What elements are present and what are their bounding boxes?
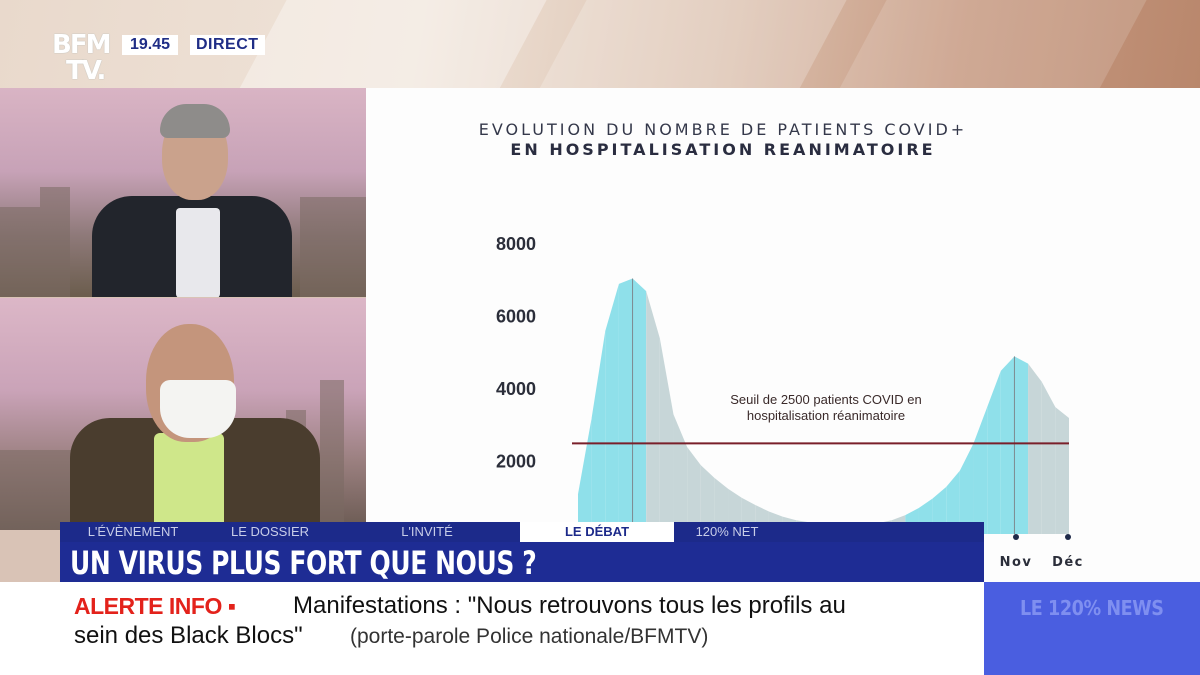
x-tick-label: Nov (1000, 555, 1033, 570)
ticker-text-line2: sein des Black Blocs" (74, 622, 303, 649)
chart-panel: 2000 4000 6000 8000 Seuil de 2500 patients … (366, 88, 1200, 582)
area-segment (1055, 407, 1069, 534)
skyline (320, 380, 344, 530)
guest-shirt (154, 433, 224, 530)
tab-invite: L'INVITÉ (401, 524, 453, 539)
tab-debat: LE DÉBAT (520, 522, 674, 542)
x-tick-label: Déc (1052, 555, 1084, 570)
area-segment (1041, 381, 1056, 534)
program-tabs: L'ÉVÈNEMENT LE DOSSIER L'INVITÉ LE DÉBAT… (60, 522, 984, 542)
clock: 19.45 (122, 35, 179, 55)
alert-label-text: ALERTE INFO (74, 593, 222, 619)
skyline (300, 197, 366, 297)
area-segment (959, 443, 974, 534)
area-segment (987, 370, 1001, 534)
threshold-label-line2: hospitalisation réanimatoire (747, 408, 905, 423)
x-tick-dot (1013, 534, 1019, 540)
y-tick-label: 2000 (496, 452, 536, 472)
y-tick-label: 8000 (496, 234, 536, 254)
skyline (40, 187, 70, 297)
x-tick-dot (1065, 534, 1071, 540)
x-axis-labels: Nov Déc (1000, 534, 1084, 570)
y-tick-label: 4000 (496, 379, 536, 399)
skyline (0, 450, 80, 530)
side-promo-box: LE 120% NEWS (984, 582, 1200, 675)
alert-label: ALERTE INFO ▪ (74, 592, 236, 620)
logo-line1: BFM (52, 30, 111, 60)
area-segment (673, 414, 688, 534)
headline-bar: UN VIRUS PLUS FORT QUE NOUS ? (60, 542, 984, 582)
chart-subtitle: EN HOSPITALISATION REANIMATOIRE (510, 140, 936, 159)
guest-camera-bottom (0, 298, 366, 530)
header-background (0, 0, 1200, 120)
area-segment (605, 283, 619, 534)
channel-logo: BFM TV. (52, 32, 114, 86)
tab-dossier: LE DOSSIER (230, 524, 310, 539)
tick-layer: 2000 4000 6000 8000 (496, 234, 536, 472)
area-segment (946, 470, 960, 534)
logo-line2: TV. (66, 56, 106, 86)
area-segment (714, 477, 729, 534)
area-segment (1028, 363, 1042, 534)
area-segment (1014, 356, 1029, 534)
area-layer (578, 278, 1069, 534)
y-tick-label: 6000 (496, 307, 536, 327)
ticker-text-line1: Manifestations : "Nous retrouvons tous l… (293, 592, 846, 619)
area-segment (700, 465, 715, 534)
guest-camera-top (0, 88, 366, 297)
guest-hair (160, 104, 230, 138)
chart-canvas: 2000 4000 6000 8000 Seuil de 2500 patients … (496, 234, 1084, 570)
area-segment (618, 278, 633, 534)
live-badge: DIRECT (190, 35, 265, 55)
area-segment (1000, 356, 1015, 534)
news-ticker (0, 582, 984, 675)
tab-evenement: L'ÉVÈNEMENT (87, 524, 179, 539)
threshold-label-line1: Seuil de 2500 patients COVID en (730, 392, 922, 407)
face-mask (160, 380, 236, 438)
area-segment (687, 447, 701, 534)
side-promo-label: LE 120% NEWS (1020, 596, 1164, 620)
tab-120-net: 120% NET (695, 524, 759, 539)
ticker-source: (porte-parole Police nationale/BFMTV) (350, 625, 709, 648)
area-segment (973, 407, 988, 534)
alert-separator: ▪ (227, 593, 236, 619)
area-segment (578, 418, 592, 534)
area-segment (591, 331, 606, 534)
chart-title: EVOLUTION DU NOMBRE DE PATIENTS COVID+ (478, 120, 968, 139)
guest-shirt (176, 208, 220, 297)
area-segment (659, 338, 674, 534)
area-segment (632, 278, 647, 534)
headline-text: UN VIRUS PLUS FORT QUE NOUS ? (70, 544, 537, 582)
skyline (0, 207, 40, 297)
area-segment (646, 291, 660, 534)
